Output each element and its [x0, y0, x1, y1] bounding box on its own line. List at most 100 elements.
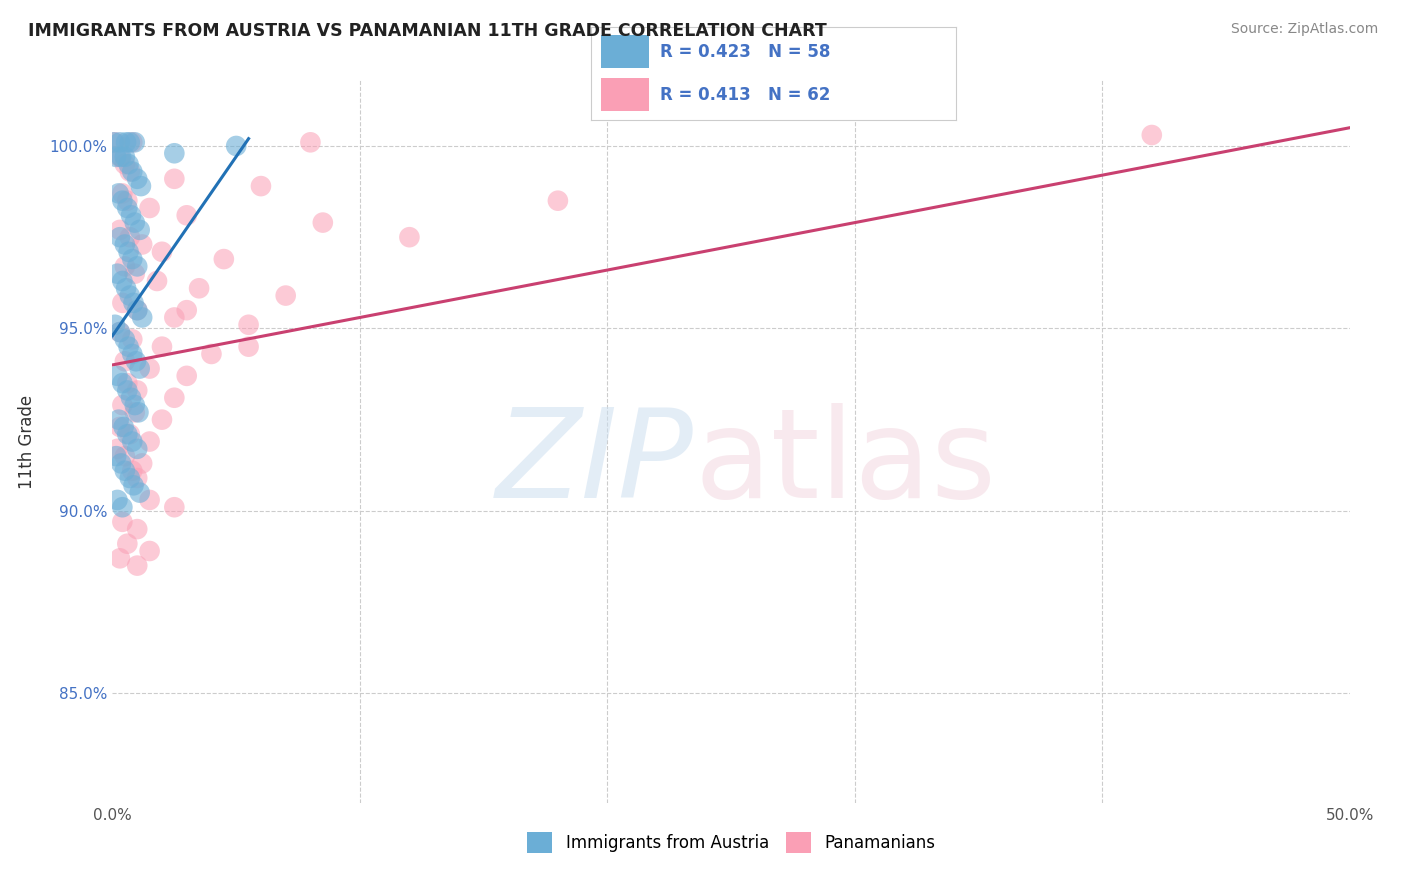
Point [124, 267, 146, 281]
Point [111, 296, 134, 310]
Point [121, 332, 143, 346]
Point [107, 442, 129, 456]
Point [150, 340, 173, 354]
Point [117, 340, 139, 354]
Legend: Immigrants from Austria, Panamanians: Immigrants from Austria, Panamanians [520, 826, 942, 860]
Text: IMMIGRANTS FROM AUSTRIA VS PANAMANIAN 11TH GRADE CORRELATION CHART: IMMIGRANTS FROM AUSTRIA VS PANAMANIAN 11… [28, 22, 827, 40]
Point [114, 354, 136, 368]
Point [124, 405, 146, 419]
Point [131, 310, 153, 325]
Point [128, 223, 150, 237]
Text: ZIP: ZIP [496, 402, 695, 524]
Point [118, 136, 141, 150]
Point [107, 186, 129, 201]
Point [127, 405, 149, 419]
Point [127, 558, 149, 573]
Point [121, 347, 143, 361]
Point [108, 150, 131, 164]
Point [131, 237, 153, 252]
Point [122, 296, 145, 310]
Point [176, 368, 198, 383]
Point [200, 347, 222, 361]
Point [107, 368, 129, 383]
Point [212, 252, 235, 266]
Point [238, 318, 260, 332]
Point [274, 288, 297, 302]
Point [138, 201, 160, 215]
Point [107, 267, 129, 281]
Point [111, 500, 134, 515]
Point [112, 420, 135, 434]
Point [124, 398, 146, 412]
Point [114, 260, 136, 274]
Point [547, 194, 569, 208]
Point [117, 537, 139, 551]
Point [103, 136, 125, 150]
Point [107, 492, 129, 507]
Point [114, 332, 136, 346]
Point [250, 179, 273, 194]
Point [110, 150, 132, 164]
Point [104, 136, 127, 150]
Point [125, 354, 148, 368]
Point [163, 146, 186, 161]
Y-axis label: 11th Grade: 11th Grade [18, 394, 35, 489]
Point [117, 201, 139, 215]
Text: atlas: atlas [695, 402, 995, 524]
Point [117, 194, 139, 208]
Point [111, 398, 134, 412]
Point [114, 157, 136, 171]
Point [118, 288, 141, 302]
Point [163, 310, 186, 325]
Point [117, 244, 139, 259]
Point [111, 376, 134, 391]
Point [108, 325, 131, 339]
Point [138, 492, 160, 507]
Point [299, 136, 322, 150]
Point [108, 325, 131, 339]
Point [176, 303, 198, 318]
Point [114, 237, 136, 252]
Point [146, 274, 169, 288]
Point [111, 186, 134, 201]
Point [111, 515, 134, 529]
Point [121, 164, 143, 178]
Point [176, 208, 198, 222]
Point [108, 136, 131, 150]
Point [128, 361, 150, 376]
Point [163, 391, 186, 405]
Point [108, 551, 131, 566]
Point [117, 427, 139, 442]
Point [188, 281, 211, 295]
Point [120, 208, 142, 222]
Point [122, 478, 145, 492]
Point [114, 449, 136, 463]
Point [127, 471, 149, 485]
Point [105, 449, 128, 463]
Text: R = 0.413   N = 62: R = 0.413 N = 62 [659, 86, 831, 103]
Point [117, 157, 139, 171]
Point [127, 442, 149, 456]
Point [121, 252, 143, 266]
Text: Source: ZipAtlas.com: Source: ZipAtlas.com [1230, 22, 1378, 37]
Point [118, 427, 141, 442]
Point [138, 544, 160, 558]
Point [121, 464, 143, 478]
Point [114, 464, 136, 478]
Point [138, 361, 160, 376]
Point [108, 223, 131, 237]
Point [124, 216, 146, 230]
Point [117, 376, 139, 391]
Point [150, 244, 173, 259]
Point [312, 216, 335, 230]
Point [129, 179, 152, 194]
Point [127, 260, 149, 274]
Point [118, 230, 141, 244]
Point [127, 384, 149, 398]
Point [225, 139, 247, 153]
FancyBboxPatch shape [602, 78, 650, 111]
Point [114, 150, 136, 164]
Point [108, 230, 131, 244]
Text: R = 0.423   N = 58: R = 0.423 N = 58 [659, 43, 831, 61]
Point [121, 136, 143, 150]
